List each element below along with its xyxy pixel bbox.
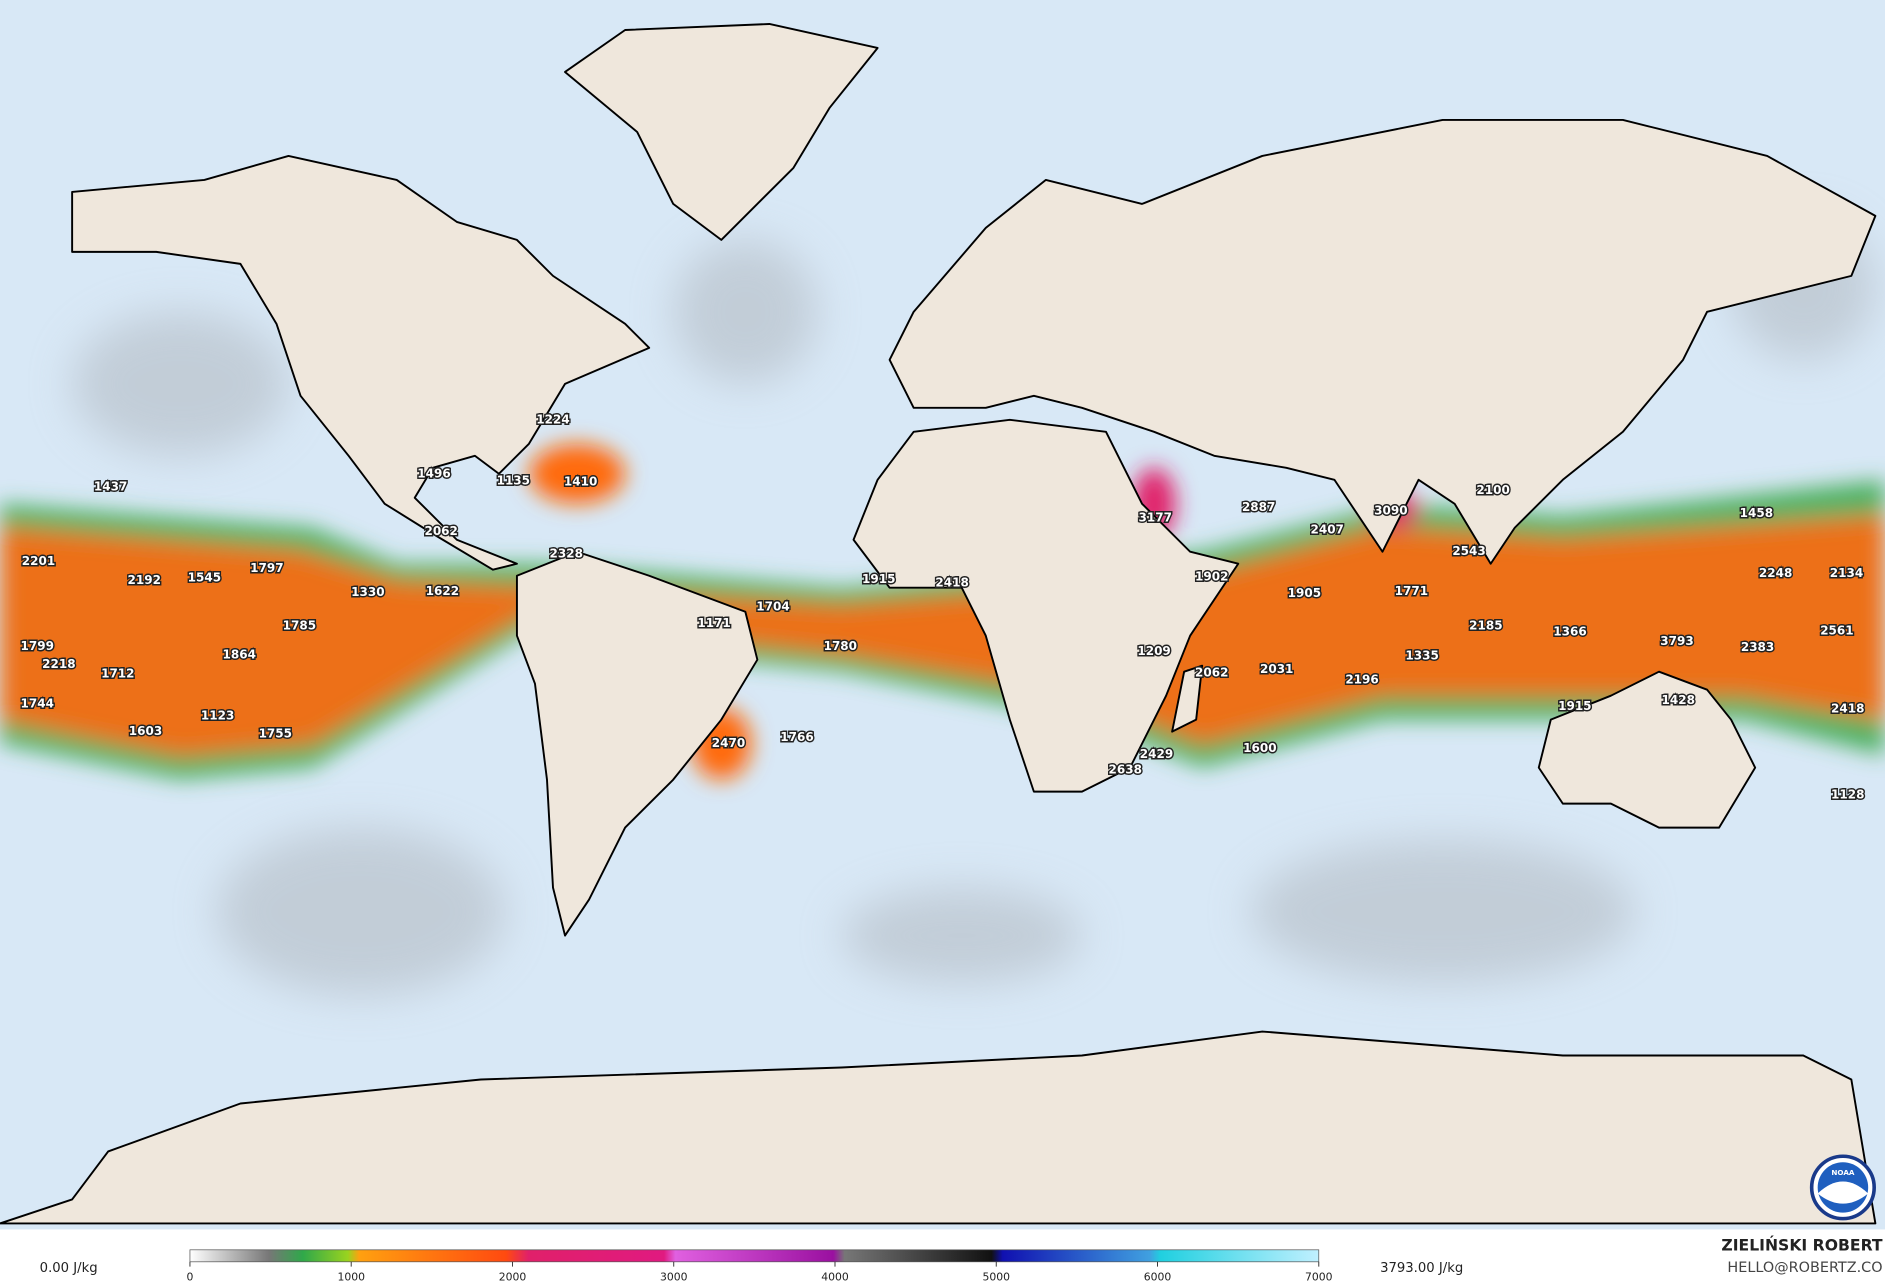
colorbar-tick-label: 0 [187, 1270, 194, 1283]
colorbar-tick-label: 1000 [337, 1270, 365, 1283]
value-label: 1915 [862, 572, 895, 586]
value-label: 1712 [101, 667, 134, 681]
value-label: 1704 [756, 599, 789, 613]
value-label: 1135 [497, 473, 530, 487]
value-label: 2328 [549, 547, 582, 561]
colorbar-tick-label: 5000 [982, 1270, 1010, 1283]
value-label: 1171 [697, 616, 730, 630]
value-label: 2031 [1260, 662, 1293, 676]
value-label: 1780 [824, 639, 857, 653]
value-label: 1224 [536, 412, 569, 426]
author-name: ZIELIŃSKI ROBERT [1721, 1236, 1883, 1255]
value-label: 2407 [1310, 523, 1343, 537]
value-label: 2638 [1109, 763, 1142, 777]
madagascar [1171, 664, 1204, 733]
value-label: 2100 [1476, 483, 1509, 497]
colorbar-tick-label: 7000 [1305, 1270, 1333, 1283]
land-masses [0, 23, 1877, 1225]
value-label: 2185 [1469, 619, 1502, 633]
value-label: 1797 [250, 561, 283, 575]
value-labels: 1224 1496 1135 1410 1437 2062 2328 2201 2192 1545… [19, 411, 1866, 803]
value-label: 2470 [712, 736, 745, 750]
colorbar: 0 1000 2000 3000 4000 5000 6000 7000 [187, 1249, 1333, 1283]
value-label: 2062 [424, 524, 457, 538]
logo-text: NOAA [1831, 1168, 1855, 1177]
greenland [564, 23, 879, 241]
value-label: 2383 [1741, 640, 1774, 654]
value-label: 1545 [188, 571, 221, 585]
value-label: 1209 [1137, 644, 1170, 658]
value-label: 1622 [426, 584, 459, 598]
value-label: 2418 [935, 575, 968, 589]
value-label: 1603 [129, 724, 162, 738]
colorbar-tick-label: 4000 [821, 1270, 849, 1283]
value-label: 1128 [1831, 788, 1864, 802]
colorbar-max: 3793.00 J/kg [1380, 1261, 1463, 1276]
value-label: 1428 [1662, 693, 1695, 707]
value-label: 2196 [1345, 673, 1378, 687]
colorbar-tick-label: 6000 [1144, 1270, 1172, 1283]
value-label: 3177 [1139, 511, 1172, 525]
value-label: 2887 [1242, 500, 1275, 514]
value-label: 1330 [351, 585, 384, 599]
value-label: 1437 [94, 479, 127, 493]
value-label: 1785 [283, 619, 316, 633]
eurasia [888, 118, 1877, 565]
value-label: 2062 [1195, 665, 1228, 679]
north-america [71, 154, 651, 571]
value-label: 2192 [128, 573, 161, 587]
colorbar-ramp [189, 1249, 1320, 1263]
africa [852, 418, 1240, 793]
value-label: 2248 [1759, 566, 1792, 580]
value-label: 1799 [21, 639, 54, 653]
value-label: 2218 [42, 657, 75, 671]
value-label: 2561 [1820, 623, 1853, 637]
value-label: 1864 [223, 647, 256, 661]
value-label: 1600 [1243, 741, 1276, 755]
antarctica [0, 1030, 1877, 1225]
value-label: 2543 [1452, 544, 1485, 558]
australia [1537, 670, 1757, 829]
value-label: 1410 [564, 475, 597, 489]
cape-field [0, 443, 1885, 780]
colorbar-tick-label: 3000 [660, 1270, 688, 1283]
value-label: 1496 [417, 466, 450, 480]
south-america [515, 550, 759, 937]
value-label: 1755 [259, 727, 292, 741]
value-label: 1458 [1740, 506, 1773, 520]
value-label: 1744 [21, 697, 54, 711]
value-label: 1335 [1405, 649, 1438, 663]
value-label: 3793 [1660, 634, 1693, 648]
value-label: 1766 [780, 730, 813, 744]
value-label: 1123 [201, 709, 234, 723]
colorbar-min: 0.00 J/kg [40, 1261, 98, 1276]
value-label: 1771 [1395, 584, 1428, 598]
value-label: 1905 [1288, 586, 1321, 600]
noaa-logo: NOAA [1809, 1154, 1876, 1221]
value-label: 2134 [1830, 566, 1863, 580]
value-label: 1902 [1195, 569, 1228, 583]
value-label: 1366 [1553, 625, 1586, 639]
value-label: 1915 [1558, 699, 1591, 713]
value-label: 2429 [1140, 747, 1173, 761]
colorbar-tick-label: 2000 [499, 1270, 527, 1283]
author-email: HELLO@ROBERTZ.CO [1727, 1260, 1882, 1276]
value-label: 2418 [1831, 701, 1864, 715]
value-label: 2201 [22, 554, 55, 568]
value-label: 3090 [1374, 503, 1407, 517]
